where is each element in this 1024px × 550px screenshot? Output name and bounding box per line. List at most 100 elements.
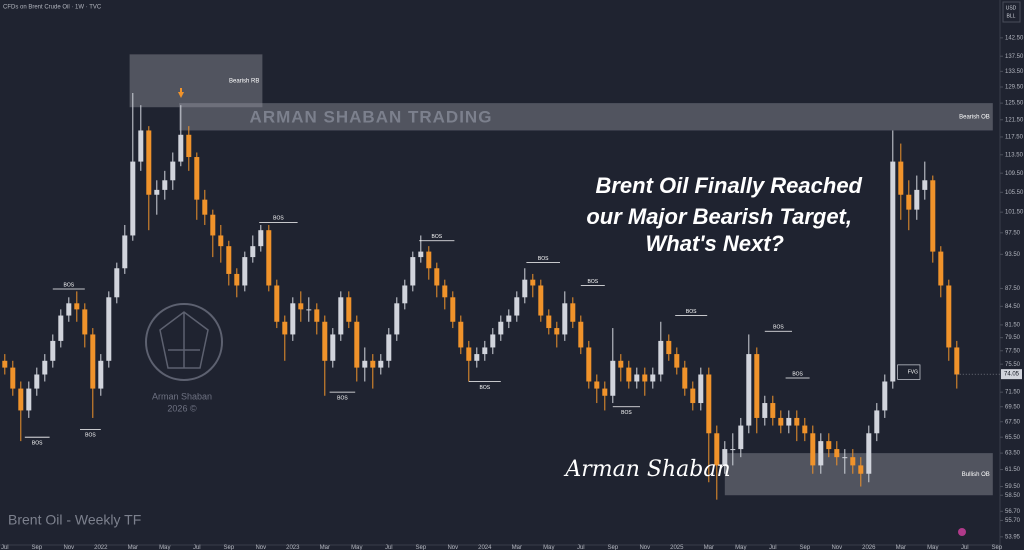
candle-body — [458, 321, 464, 348]
candle-body — [826, 441, 832, 450]
y-tick-label: 55.70 — [1005, 518, 1021, 524]
candle-body — [594, 381, 600, 389]
x-tick-label: Nov — [639, 545, 650, 550]
candle-body — [250, 246, 256, 258]
candle-body — [946, 285, 952, 348]
candle-body — [386, 334, 392, 361]
candle-body — [106, 297, 112, 361]
candle-body — [170, 161, 176, 181]
y-tick-label: 142.50 — [1005, 35, 1024, 41]
candle-body — [186, 134, 192, 158]
candle-body — [538, 285, 544, 316]
candle-body — [810, 433, 816, 466]
candle-body — [954, 347, 960, 375]
bos-label: BOS — [64, 282, 75, 288]
logo: Arman Shaban 2026 © — [145, 303, 223, 413]
candle-body — [418, 251, 424, 258]
y-tick-label: 117.50 — [1005, 135, 1024, 141]
candle-body — [770, 403, 776, 418]
candle-body — [578, 321, 584, 348]
y-tick-label: 81.50 — [1005, 322, 1021, 328]
candle-body — [26, 388, 32, 411]
x-tick-label: Jul — [769, 545, 777, 550]
x-tick-label: Sep — [991, 545, 1002, 550]
x-tick-label: 2022 — [94, 545, 108, 550]
candle-body — [194, 157, 200, 200]
y-tick-label: 105.50 — [1005, 190, 1024, 196]
bos-label: BOS — [480, 385, 491, 391]
footer-title: Brent Oil - Weekly TF — [8, 512, 141, 528]
candle-body — [410, 257, 416, 286]
y-tick-label: 121.50 — [1005, 117, 1024, 123]
zone — [724, 453, 993, 496]
bos-label: BOS — [588, 279, 599, 285]
candle-body — [706, 374, 712, 434]
candle-body — [522, 279, 528, 298]
candle-body — [866, 433, 872, 474]
currency-box — [1002, 1, 1021, 23]
candle-body — [802, 425, 808, 434]
y-tick-label: 61.50 — [1005, 467, 1021, 473]
y-tick-label: 63.50 — [1005, 451, 1021, 457]
candle-body — [258, 230, 264, 247]
candle-body — [610, 360, 616, 396]
candle-body — [274, 285, 280, 322]
candle-body — [18, 388, 24, 411]
candle-body — [434, 268, 440, 286]
headline: Brent Oil Finally Reached — [595, 173, 862, 198]
candle-body — [898, 161, 904, 195]
y-tick-label: 58.50 — [1005, 493, 1021, 499]
candle-body — [890, 161, 896, 382]
y-tick-label: 101.50 — [1005, 210, 1024, 216]
y-tick-label: 79.50 — [1005, 335, 1021, 341]
currency: USD — [1006, 5, 1017, 11]
zone-label: Bearish RB — [229, 78, 259, 84]
x-tick-label: Jul — [577, 545, 585, 550]
candle-body — [658, 340, 664, 375]
y-tick-label: 59.50 — [1005, 484, 1021, 490]
candle-body — [90, 334, 96, 389]
x-tick-label: Mar — [896, 545, 906, 550]
last-price-box — [1001, 369, 1022, 380]
symbol-info: CFDs on Brent Crude Oil · 1W · TVC — [3, 5, 102, 11]
candle-body — [322, 321, 328, 361]
candle-body — [730, 449, 736, 451]
badge — [958, 528, 966, 536]
bos-label: BOS — [273, 216, 284, 222]
candle-body — [442, 285, 448, 298]
candle-body — [50, 340, 56, 361]
candle-body — [626, 367, 632, 382]
y-tick-label: 71.50 — [1005, 390, 1021, 396]
candle-body — [394, 303, 400, 335]
candle-body — [642, 374, 648, 382]
x-tick-label: Mar — [704, 545, 714, 550]
candle-body — [154, 189, 160, 195]
x-tick-label: Jul — [1, 545, 9, 550]
candle-body — [834, 449, 840, 458]
candle-body — [266, 230, 272, 286]
zones: Bearish RB Bearish OB Bullish OB FVG — [129, 54, 993, 496]
watermark: ARMAN SHABAN TRADING — [250, 107, 493, 126]
x-tick-label: 2026 — [862, 545, 876, 550]
candle-body — [882, 381, 888, 411]
x-tick-label: Mar — [320, 545, 330, 550]
candle-body — [778, 417, 784, 426]
candle-body — [130, 161, 136, 236]
x-tick-label: Nov — [447, 545, 458, 550]
logo-brain — [159, 311, 209, 369]
candle-body — [714, 433, 720, 466]
logo-icon — [145, 303, 223, 381]
candle-body — [570, 303, 576, 322]
candle-body — [146, 130, 152, 195]
y-tick-label: 75.50 — [1005, 362, 1021, 368]
bos-label: BOS — [32, 441, 43, 447]
candle-body — [738, 425, 744, 450]
candle-body — [586, 347, 592, 382]
logo-year: 2026 © — [167, 403, 197, 413]
candle-body — [474, 354, 480, 361]
bos-label: BOS — [792, 371, 803, 377]
candle-body — [850, 457, 856, 466]
x-tick-label: Mar — [512, 545, 522, 550]
